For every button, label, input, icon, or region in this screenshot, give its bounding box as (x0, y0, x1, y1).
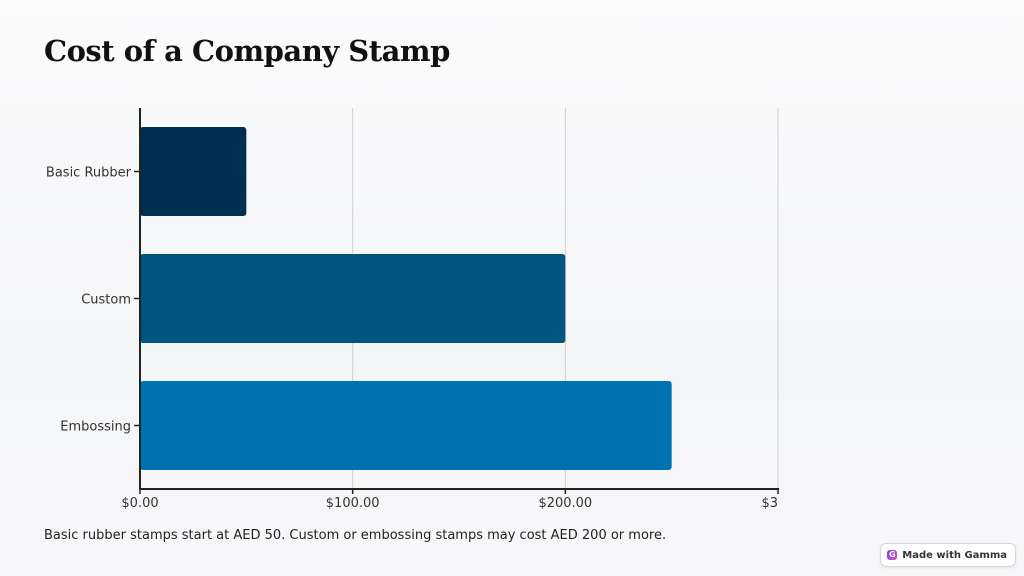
x-tick-label: $100.00 (326, 496, 380, 511)
category-label: Embossing (60, 420, 131, 435)
page-title: Cost of a Company Stamp (44, 34, 450, 68)
x-tick-label: $200.00 (538, 496, 592, 511)
chart-caption: Basic rubber stamps start at AED 50. Cus… (44, 528, 667, 543)
gamma-logo-icon: G (887, 550, 898, 560)
bar (140, 127, 247, 216)
bar (140, 381, 672, 470)
bars (140, 127, 672, 470)
y-axis-labels: Basic Rubber Custom Embossing (46, 166, 140, 435)
bar (140, 254, 566, 343)
x-tick-label: $0.00 (121, 496, 158, 511)
made-with-gamma-badge[interactable]: G Made with Gamma (880, 543, 1016, 567)
x-axis-labels: $0.00 $100.00 $200.00 $300 (121, 489, 794, 511)
badge-label: Made with Gamma (902, 549, 1007, 561)
category-label: Basic Rubber (46, 166, 132, 181)
category-label: Custom (81, 293, 131, 308)
x-tick-label: $300 (761, 496, 794, 511)
